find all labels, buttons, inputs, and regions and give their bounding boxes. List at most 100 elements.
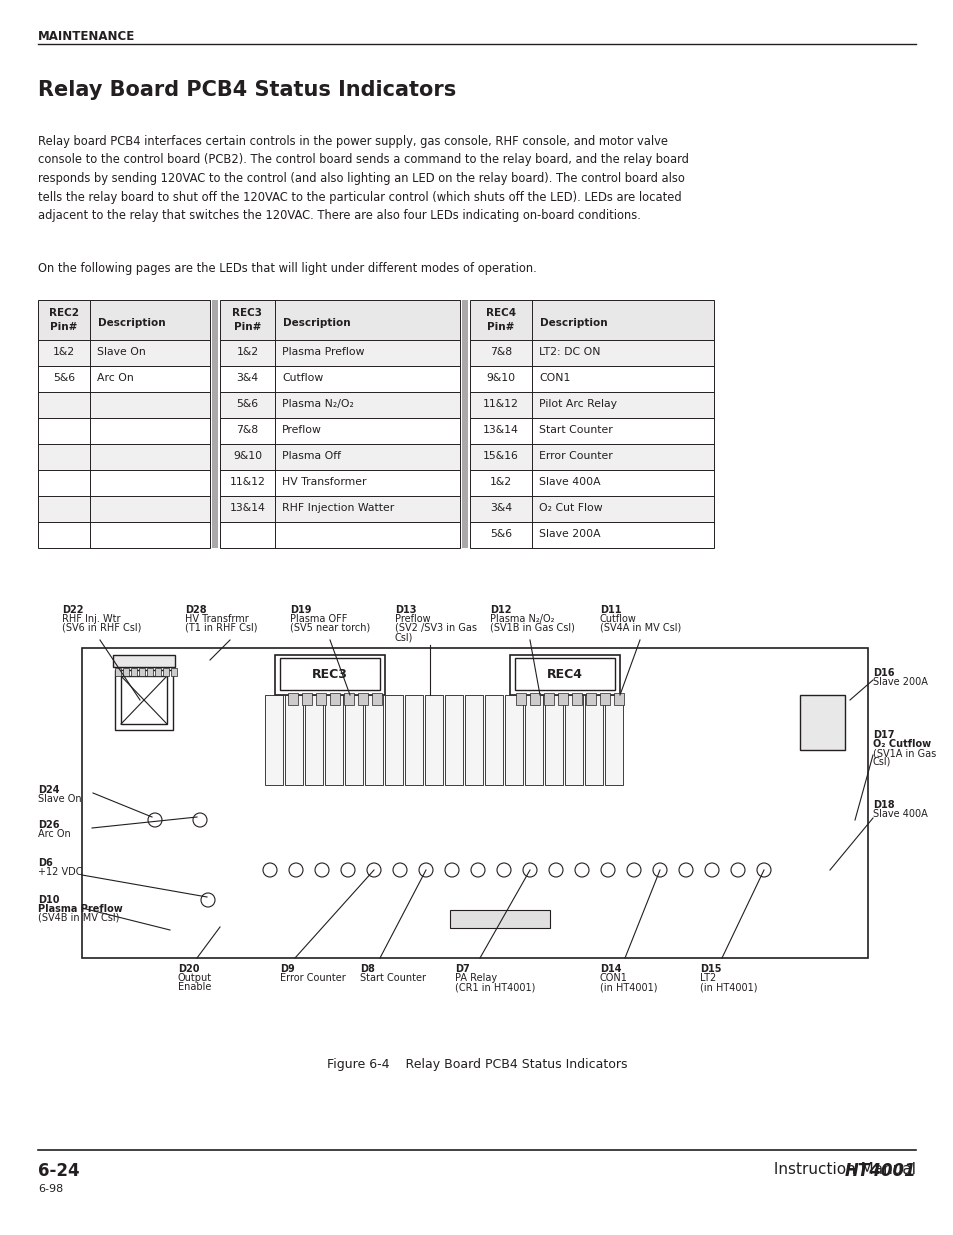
Text: (SV2 /SV3 in Gas: (SV2 /SV3 in Gas bbox=[395, 622, 476, 634]
Text: Csl): Csl) bbox=[872, 757, 890, 767]
Bar bbox=[315, 693, 326, 705]
Bar bbox=[544, 695, 562, 785]
Bar bbox=[325, 695, 343, 785]
Circle shape bbox=[679, 863, 692, 877]
Text: D20: D20 bbox=[178, 965, 199, 974]
Text: (SV6 in RHF Csl): (SV6 in RHF Csl) bbox=[62, 622, 141, 634]
Bar bbox=[82, 648, 867, 958]
Text: Plasma Off: Plasma Off bbox=[282, 451, 340, 461]
Text: Csl): Csl) bbox=[395, 632, 413, 642]
Text: D15: D15 bbox=[700, 965, 720, 974]
Circle shape bbox=[201, 893, 214, 906]
Text: HT4001: HT4001 bbox=[843, 1162, 915, 1179]
Bar bbox=[212, 300, 218, 548]
Text: On the following pages are the LEDs that will light under different modes of ope: On the following pages are the LEDs that… bbox=[38, 262, 537, 275]
Bar bbox=[139, 668, 145, 676]
Text: HV Transfrmr: HV Transfrmr bbox=[185, 614, 249, 624]
Bar bbox=[344, 693, 354, 705]
Circle shape bbox=[600, 863, 615, 877]
Text: REC4: REC4 bbox=[485, 308, 516, 317]
Text: D22: D22 bbox=[62, 605, 84, 615]
Bar bbox=[470, 340, 713, 366]
Text: Slave 200A: Slave 200A bbox=[538, 529, 600, 538]
Text: (SV1A in Gas: (SV1A in Gas bbox=[872, 748, 935, 758]
Text: Slave 400A: Slave 400A bbox=[538, 477, 600, 487]
Text: 11&12: 11&12 bbox=[230, 477, 265, 487]
Text: (SV4A in MV Csl): (SV4A in MV Csl) bbox=[599, 622, 680, 634]
Bar bbox=[614, 693, 623, 705]
Text: 5&6: 5&6 bbox=[490, 529, 512, 538]
Bar bbox=[564, 695, 582, 785]
Bar bbox=[280, 658, 379, 690]
Text: D8: D8 bbox=[359, 965, 375, 974]
Bar bbox=[450, 910, 550, 927]
Bar bbox=[220, 300, 459, 340]
Bar bbox=[515, 658, 615, 690]
Text: (in HT4001): (in HT4001) bbox=[700, 982, 757, 992]
Bar bbox=[357, 693, 368, 705]
Text: 1&2: 1&2 bbox=[236, 347, 258, 357]
Text: Plasma OFF: Plasma OFF bbox=[290, 614, 347, 624]
Text: D10: D10 bbox=[38, 895, 59, 905]
Text: LT2: DC ON: LT2: DC ON bbox=[538, 347, 599, 357]
Bar bbox=[444, 695, 462, 785]
Text: Plasma Preflow: Plasma Preflow bbox=[282, 347, 364, 357]
Text: +12 VDC: +12 VDC bbox=[38, 867, 82, 877]
Text: 7&8: 7&8 bbox=[490, 347, 512, 357]
Text: Slave 200A: Slave 200A bbox=[872, 677, 927, 687]
Text: 5&6: 5&6 bbox=[52, 373, 75, 383]
Text: Preflow: Preflow bbox=[282, 425, 321, 435]
Bar bbox=[330, 693, 339, 705]
Bar bbox=[38, 391, 210, 417]
Text: Error Counter: Error Counter bbox=[538, 451, 612, 461]
Text: Cutflow: Cutflow bbox=[282, 373, 323, 383]
Text: 13&14: 13&14 bbox=[482, 425, 518, 435]
Text: (SV5 near torch): (SV5 near torch) bbox=[290, 622, 370, 634]
Text: Description: Description bbox=[98, 317, 166, 329]
Bar bbox=[220, 300, 459, 548]
Text: (SV1B in Gas Csl): (SV1B in Gas Csl) bbox=[490, 622, 575, 634]
Text: 15&16: 15&16 bbox=[482, 451, 518, 461]
Bar bbox=[424, 695, 442, 785]
Circle shape bbox=[757, 863, 770, 877]
Text: 9&10: 9&10 bbox=[233, 451, 262, 461]
Bar bbox=[265, 695, 283, 785]
Bar bbox=[274, 655, 385, 695]
Text: Start Counter: Start Counter bbox=[359, 973, 426, 983]
Circle shape bbox=[314, 863, 329, 877]
Text: RHF Inj. Wtr: RHF Inj. Wtr bbox=[62, 614, 120, 624]
Bar bbox=[115, 668, 121, 676]
Text: Pin#: Pin# bbox=[233, 322, 261, 332]
Bar bbox=[220, 340, 459, 366]
Text: Pin#: Pin# bbox=[51, 322, 77, 332]
Text: HV Transformer: HV Transformer bbox=[282, 477, 366, 487]
Text: D11: D11 bbox=[599, 605, 620, 615]
Circle shape bbox=[148, 813, 162, 827]
Bar bbox=[604, 695, 622, 785]
Text: 3&4: 3&4 bbox=[490, 503, 512, 513]
Bar bbox=[470, 391, 713, 417]
Bar bbox=[220, 496, 459, 522]
Bar bbox=[524, 695, 542, 785]
Text: D17: D17 bbox=[872, 730, 894, 740]
Circle shape bbox=[497, 863, 511, 877]
Circle shape bbox=[193, 813, 207, 827]
Text: 6-24: 6-24 bbox=[38, 1162, 79, 1179]
Text: Start Counter: Start Counter bbox=[538, 425, 612, 435]
Text: Relay Board PCB4 Status Indicators: Relay Board PCB4 Status Indicators bbox=[38, 80, 456, 100]
Text: PA Relay: PA Relay bbox=[455, 973, 497, 983]
Text: (in HT4001): (in HT4001) bbox=[599, 982, 657, 992]
Bar bbox=[345, 695, 363, 785]
Bar bbox=[504, 695, 522, 785]
Text: 7&8: 7&8 bbox=[236, 425, 258, 435]
Text: 1&2: 1&2 bbox=[490, 477, 512, 487]
Circle shape bbox=[522, 863, 537, 877]
Text: REC3: REC3 bbox=[312, 667, 348, 680]
Circle shape bbox=[626, 863, 640, 877]
Text: (CR1 in HT4001): (CR1 in HT4001) bbox=[455, 982, 535, 992]
Text: RHF Injection Watter: RHF Injection Watter bbox=[282, 503, 394, 513]
Text: 3&4: 3&4 bbox=[236, 373, 258, 383]
Text: D13: D13 bbox=[395, 605, 416, 615]
Text: MAINTENANCE: MAINTENANCE bbox=[38, 30, 135, 43]
Text: CON1: CON1 bbox=[599, 973, 627, 983]
